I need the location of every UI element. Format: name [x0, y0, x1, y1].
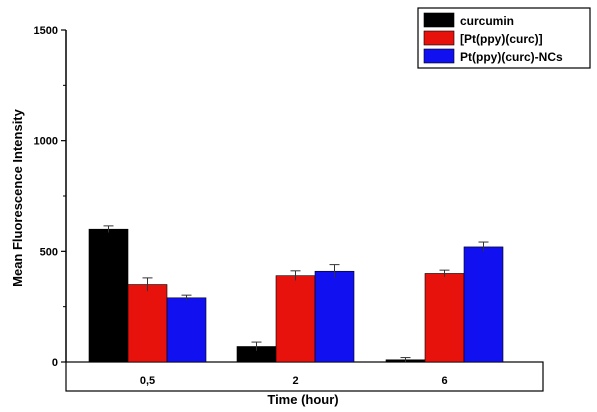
x-axis-ticks: 0,5 2 6	[140, 375, 448, 387]
bar-2-2	[275, 275, 316, 363]
bars	[88, 228, 504, 363]
legend: curcumin [Pt(ppy)(curc)] Pt(ppy)(curc)-NCs	[417, 7, 591, 69]
y-tick-label: 1000	[34, 136, 58, 148]
x-tick-label: 2	[292, 375, 298, 387]
y-axis-ticks: 0 500 1000 1500	[34, 25, 66, 369]
x-axis-box	[65, 361, 544, 392]
y-tick-label: 0	[52, 357, 58, 369]
bar-3-3	[463, 246, 504, 363]
bar-1-1	[88, 228, 129, 363]
legend-label: curcumin	[460, 14, 514, 28]
legend-swatch	[423, 48, 455, 64]
bar-3-2	[314, 270, 355, 363]
y-tick-label: 500	[40, 246, 58, 258]
bar-2-3	[424, 273, 465, 363]
bar-2-1	[127, 284, 168, 363]
legend-swatch	[423, 12, 455, 28]
legend-label: [Pt(ppy)(curc)]	[460, 32, 543, 46]
error-bars	[103, 225, 489, 362]
bar-3-1	[166, 297, 207, 363]
legend-label: Pt(ppy)(curc)-NCs	[460, 50, 563, 64]
x-tick-label: 0,5	[140, 375, 155, 387]
y-tick-label: 1500	[34, 25, 58, 37]
legend-swatch	[423, 30, 455, 46]
x-tick-label: 6	[441, 375, 447, 387]
y-axis-title: Mean Fluorescence Intensity	[10, 108, 25, 286]
x-axis-title: Time (hour)	[267, 392, 338, 407]
